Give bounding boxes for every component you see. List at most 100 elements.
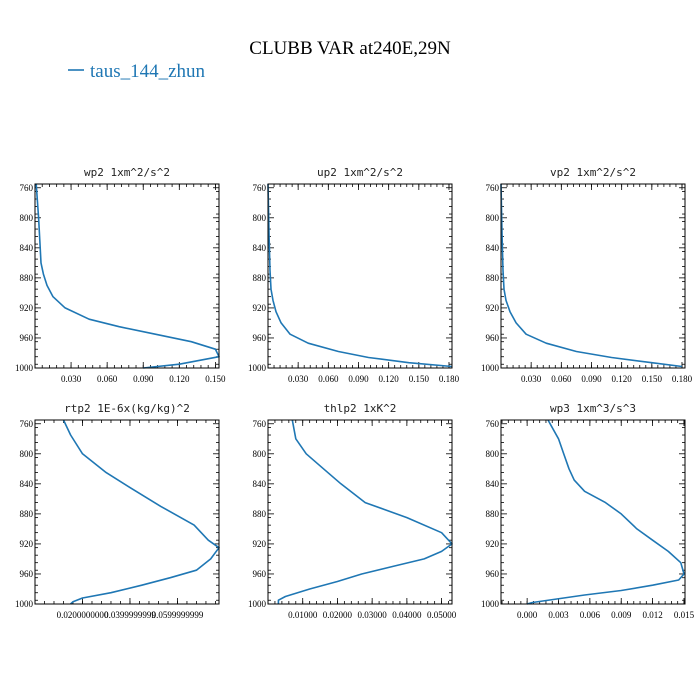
x-tick-label: 0.0200000000 — [57, 610, 109, 620]
y-tick-label: 1000 — [15, 363, 34, 373]
y-tick-label: 840 — [486, 243, 500, 253]
y-tick-label: 840 — [486, 479, 500, 489]
x-tick-label: 0.060 — [551, 374, 572, 384]
y-tick-label: 840 — [253, 479, 267, 489]
panel-title: thlp2 1xK^2 — [324, 402, 397, 415]
panel-4: rtp2 1E-6x(kg/kg)^2 760 800 840 880 920 960 100… — [15, 402, 220, 620]
panel-title: wp2 1xm^2/s^2 — [84, 166, 170, 179]
x-tick-label: 0.003 — [548, 610, 569, 620]
panel-5: thlp2 1xK^2 760 800 840 880 920 960 1000 0.01000… — [248, 402, 457, 620]
x-tick-label: 0.03000 — [358, 610, 388, 620]
panel-1: wp2 1xm^2/s^2 760 800 840 880 920 960 1000 0.030… — [15, 166, 226, 384]
y-tick-label: 840 — [253, 243, 267, 253]
y-tick-label: 760 — [253, 183, 267, 193]
x-tick-label: 0.150 — [205, 374, 226, 384]
x-tick-label: 0.090 — [348, 374, 369, 384]
y-tick-label: 960 — [253, 333, 267, 343]
y-tick-label: 1000 — [248, 363, 267, 373]
x-tick-label: 0.009 — [611, 610, 632, 620]
x-tick-label: 0.060 — [97, 374, 118, 384]
x-tick-label: 0.180 — [439, 374, 460, 384]
series-line — [277, 419, 453, 604]
x-tick-label: 0.120 — [169, 374, 190, 384]
x-tick-label: 0.180 — [672, 374, 693, 384]
x-tick-label: 0.000 — [517, 610, 538, 620]
series-line — [267, 183, 453, 368]
y-tick-label: 880 — [253, 509, 267, 519]
series-line — [526, 419, 685, 605]
y-tick-label: 880 — [253, 273, 267, 283]
x-tick-label: 0.090 — [133, 374, 154, 384]
panel-title: wp3 1xm^3/s^3 — [550, 402, 636, 415]
panel-title: up2 1xm^2/s^2 — [317, 166, 403, 179]
series-line — [35, 183, 220, 369]
x-tick-label: 0.030 — [288, 374, 309, 384]
x-tick-label: 0.030 — [521, 374, 542, 384]
series-line — [62, 419, 220, 605]
y-tick-label: 760 — [20, 183, 34, 193]
x-tick-label: 0.090 — [581, 374, 602, 384]
y-tick-label: 920 — [20, 303, 34, 313]
y-tick-label: 800 — [486, 213, 500, 223]
panel-6: wp3 1xm^3/s^3 760 800 840 880 920 960 1000 0.000… — [481, 402, 695, 620]
y-tick-label: 760 — [253, 419, 267, 429]
x-tick-label: 0.012 — [642, 610, 662, 620]
y-tick-label: 800 — [253, 449, 267, 459]
y-tick-label: 800 — [253, 213, 267, 223]
plot-frame — [500, 183, 686, 369]
x-tick-label: 0.006 — [580, 610, 601, 620]
y-tick-label: 920 — [486, 539, 500, 549]
x-tick-label: 0.150 — [409, 374, 430, 384]
plot-frame — [267, 419, 453, 605]
y-tick-label: 960 — [20, 569, 34, 579]
x-tick-label: 0.015 — [674, 610, 695, 620]
plot-frame — [267, 183, 453, 369]
y-tick-label: 800 — [486, 449, 500, 459]
x-tick-label: 0.150 — [642, 374, 663, 384]
plot-frame — [34, 183, 220, 369]
y-tick-label: 840 — [20, 479, 34, 489]
x-tick-label: 0.030 — [61, 374, 82, 384]
y-tick-label: 920 — [486, 303, 500, 313]
y-tick-label: 880 — [20, 509, 34, 519]
y-tick-label: 880 — [486, 273, 500, 283]
y-tick-label: 800 — [20, 449, 34, 459]
y-tick-label: 760 — [486, 419, 500, 429]
panels: wp2 1xm^2/s^2 760 800 840 880 920 960 1000 0.030… — [15, 166, 695, 620]
y-tick-label: 920 — [253, 303, 267, 313]
y-tick-label: 1000 — [15, 599, 34, 609]
x-tick-label: 0.02000 — [323, 610, 353, 620]
y-tick-label: 960 — [20, 333, 34, 343]
x-tick-label: 0.0399999999 — [104, 610, 156, 620]
y-tick-label: 800 — [20, 213, 34, 223]
y-tick-label: 760 — [486, 183, 500, 193]
plot-frame — [500, 419, 686, 605]
x-tick-label: 0.120 — [612, 374, 633, 384]
x-tick-label: 0.120 — [379, 374, 400, 384]
x-tick-label: 0.0599999999 — [152, 610, 204, 620]
x-tick-label: 0.05000 — [427, 610, 457, 620]
x-tick-label: 0.01000 — [288, 610, 318, 620]
y-tick-label: 1000 — [481, 599, 500, 609]
y-tick-label: 840 — [20, 243, 34, 253]
y-tick-label: 1000 — [481, 363, 500, 373]
x-tick-label: 0.04000 — [392, 610, 422, 620]
plot-frame — [34, 419, 220, 605]
legend-label: taus_144_zhun — [90, 61, 206, 82]
x-tick-label: 0.060 — [318, 374, 339, 384]
y-tick-label: 880 — [20, 273, 34, 283]
figure-title: CLUBB VAR at240E,29N — [249, 38, 451, 59]
y-tick-label: 960 — [486, 333, 500, 343]
legend: taus_144_zhun — [68, 61, 206, 82]
y-tick-label: 920 — [20, 539, 34, 549]
panel-title: rtp2 1E-6x(kg/kg)^2 — [64, 402, 190, 415]
panel-title: vp2 1xm^2/s^2 — [550, 166, 636, 179]
y-tick-label: 760 — [20, 419, 34, 429]
panel-2: up2 1xm^2/s^2 760 800 840 880 920 960 1000 0.030… — [248, 166, 460, 384]
panel-3: vp2 1xm^2/s^2 760 800 840 880 920 960 1000 0.030… — [481, 166, 693, 384]
series-line — [500, 183, 683, 368]
y-tick-label: 960 — [486, 569, 500, 579]
y-tick-label: 920 — [253, 539, 267, 549]
y-tick-label: 960 — [253, 569, 267, 579]
